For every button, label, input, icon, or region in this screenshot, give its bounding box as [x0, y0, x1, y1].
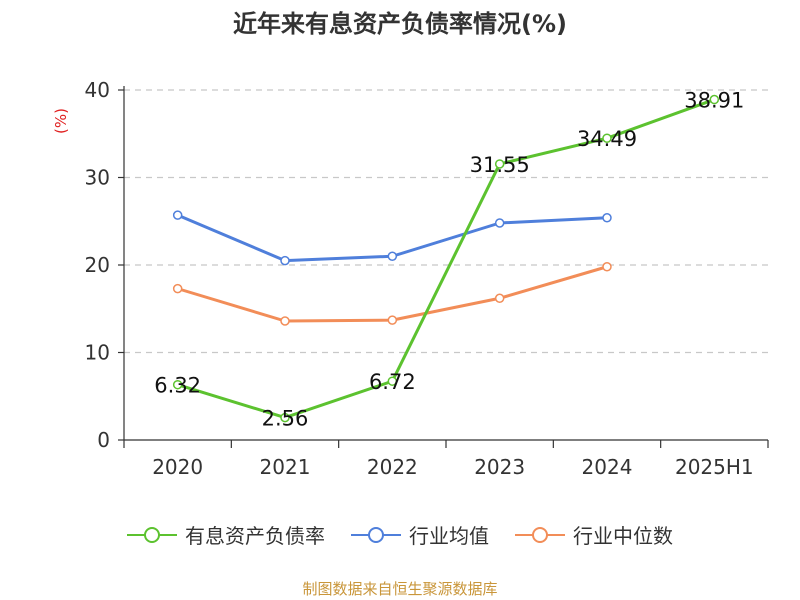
- data-point: [602, 213, 612, 223]
- data-label: 6.32: [154, 374, 201, 398]
- data-point: [602, 262, 612, 272]
- data-point: [280, 255, 290, 266]
- legend-item-interest-debt-ratio[interactable]: 有息资产负债率: [127, 520, 325, 549]
- data-label: 34.49: [577, 127, 637, 151]
- data-label: 31.55: [470, 153, 530, 177]
- data-point: [172, 379, 183, 390]
- x-tick-label: 2020: [152, 455, 203, 479]
- legend-label: 行业中位数: [573, 524, 673, 548]
- chart-title: 近年来有息资产负债率情况(%): [233, 10, 567, 38]
- data-label: 38.91: [684, 89, 744, 113]
- data-point: [280, 412, 290, 423]
- x-tick-label: 2024: [582, 455, 633, 479]
- series-line: [177, 98, 715, 420]
- legend-label: 有息资产负债率: [185, 524, 325, 548]
- legend-marker-blue: [351, 526, 401, 543]
- data-point: [709, 94, 720, 105]
- x-tick-label: 2021: [260, 455, 311, 479]
- y-tick-label: 0: [97, 428, 110, 452]
- data-point: [387, 315, 398, 325]
- legend-marker-green: [127, 526, 177, 543]
- data-point: [280, 316, 290, 326]
- x-tick-label: 2022: [367, 455, 418, 479]
- data-point: [602, 133, 612, 143]
- y-tick-label: 30: [85, 166, 110, 190]
- data-point: [494, 293, 505, 303]
- source-note: 制图数据来自恒生聚源数据库: [302, 580, 498, 598]
- data-label: 2.56: [262, 407, 309, 431]
- series-lines: [172, 94, 720, 423]
- data-point: [387, 376, 398, 386]
- series-line: [177, 265, 608, 323]
- data-point: [172, 210, 183, 220]
- y-tick-label: 10: [85, 341, 110, 365]
- x-tick-label: 2025H1: [675, 455, 754, 479]
- grid-lines: [124, 89, 768, 354]
- data-labels: 6.32 2.56 6.72 31.55 34.49 38.91: [154, 89, 744, 431]
- legend-label: 行业均值: [409, 524, 489, 548]
- x-tick-label: 2023: [474, 455, 525, 479]
- data-point: [494, 218, 505, 228]
- legend-marker-orange: [515, 526, 565, 543]
- data-point: [387, 251, 398, 261]
- axes: 0 10 20 30 40 2020 2021 2022 2023 2024 2025H1: [85, 78, 769, 479]
- legend-item-industry-median[interactable]: 行业中位数: [515, 520, 673, 549]
- data-point: [172, 283, 183, 294]
- y-tick-label: 40: [85, 78, 110, 102]
- legend: 有息资产负债率 行业均值 行业中位数: [0, 520, 800, 549]
- y-tick-label: 20: [85, 253, 110, 277]
- legend-item-industry-mean[interactable]: 行业均值: [351, 520, 489, 549]
- data-label: 6.72: [369, 370, 416, 394]
- data-point: [494, 159, 505, 169]
